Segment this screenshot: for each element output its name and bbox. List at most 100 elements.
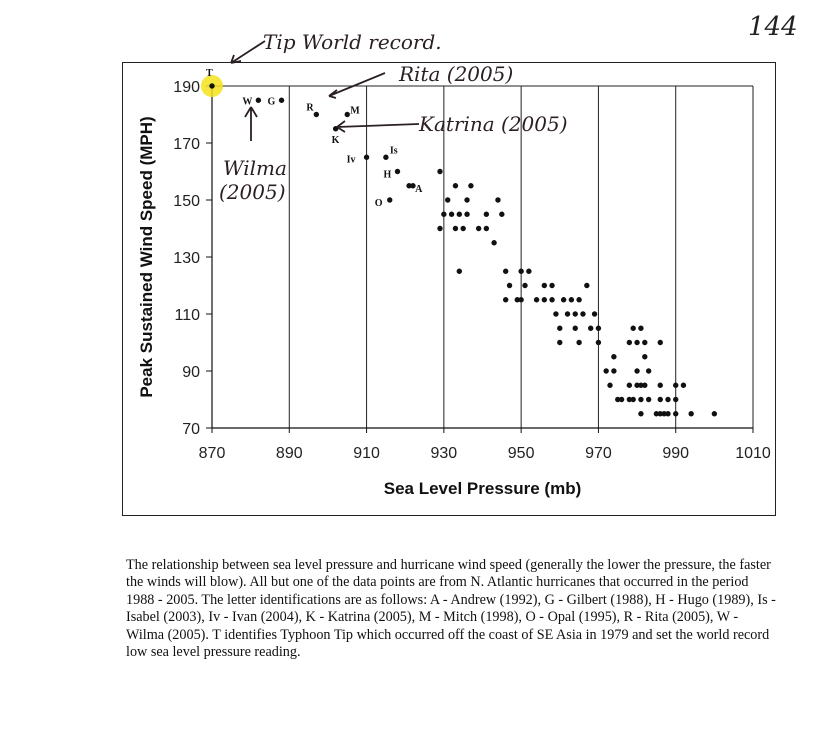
data-point: [626, 382, 633, 388]
data-point: [657, 382, 663, 388]
grid-lines: [212, 85, 754, 428]
data-point: [638, 396, 644, 403]
data-point: [526, 268, 532, 274]
data-point: [591, 311, 598, 317]
data-point: [383, 154, 389, 160]
data-point: [630, 325, 636, 331]
data-point: [588, 325, 594, 331]
data-point: [576, 339, 582, 346]
data-point: [657, 339, 663, 346]
data-point: [657, 411, 663, 417]
figure-caption: The relationship between sea level press…: [126, 557, 776, 661]
data-point: [483, 225, 490, 232]
data-point: [642, 339, 648, 346]
data-point: [572, 311, 578, 317]
data-point: [645, 368, 652, 374]
y-axis-title: Peak Sustained Wind Speed (MPH): [137, 116, 156, 397]
data-point: [452, 225, 459, 232]
data-point: [603, 368, 609, 374]
data-point: [638, 382, 644, 388]
data-point: [549, 282, 555, 289]
data-point: [595, 325, 602, 331]
point-label: O: [375, 198, 383, 209]
tick-labels: 70 90 110 130 150 170 190 870 890 910 930 950 970 990…: [173, 79, 771, 462]
data-point: [653, 411, 660, 417]
data-point: [502, 297, 509, 303]
data-point: [406, 183, 412, 189]
data-point: [549, 297, 555, 303]
data-point: [564, 311, 571, 317]
axes: [206, 85, 754, 433]
data-point: [518, 268, 524, 274]
point-label: Is: [390, 145, 398, 156]
tip-annotation: Tip World record.: [263, 30, 442, 54]
data-point: [711, 411, 718, 417]
data-point: [618, 396, 625, 403]
tip-arrow: [230, 40, 266, 64]
data-point: [584, 282, 590, 289]
data-point: [673, 382, 679, 388]
data-point: [673, 396, 679, 403]
wilma-arrow: [244, 106, 258, 141]
point-label: A: [415, 184, 423, 195]
point-label: Iv: [347, 154, 356, 165]
data-point: [688, 411, 694, 417]
x-tick-label: 930: [431, 445, 458, 462]
y-tick-label: 70: [182, 421, 200, 438]
data-point: [344, 111, 350, 118]
point-label: W: [242, 96, 252, 107]
data-point: [642, 382, 648, 388]
data-point: [680, 382, 687, 388]
point-label: H: [383, 170, 391, 181]
katrina-annotation: Katrina (2005): [418, 112, 568, 136]
page-number: 144: [748, 12, 798, 42]
data-point: [483, 211, 490, 217]
x-tick-label: 970: [585, 445, 612, 462]
data-point: [634, 368, 640, 374]
data-point: [495, 197, 501, 203]
data-point: [541, 282, 548, 289]
data-point: [456, 268, 463, 274]
data-point: [518, 297, 524, 303]
point-label: R: [306, 103, 314, 114]
data-point: [580, 311, 586, 317]
point-label: G: [268, 96, 276, 107]
data-point: [568, 297, 575, 303]
y-tick-label: 190: [173, 79, 200, 96]
data-point: [642, 354, 648, 360]
data-point: [437, 225, 443, 232]
handwritten-annotations: Tip World record. Rita (2005) Katrina (2…: [219, 30, 568, 204]
rita-annotation: Rita (2005): [398, 62, 513, 86]
scatter-chart: 70 90 110 130 150 170 190 870 890 910 930 950 970 990…: [137, 30, 771, 498]
data-point: [209, 83, 215, 89]
figure-frame: 70 90 110 130 150 170 190 870 890 910 930 950 970 990…: [122, 30, 776, 516]
data-point: [615, 396, 621, 403]
data-point: [363, 154, 370, 160]
point-label: T: [206, 68, 213, 79]
data-point: [665, 396, 671, 403]
data-point: [533, 297, 540, 303]
y-tick-label: 110: [174, 307, 200, 324]
data-point: [634, 382, 640, 388]
x-tick-label: 950: [508, 445, 535, 462]
data-points: [209, 83, 718, 417]
data-point: [557, 325, 563, 331]
katrina-arrow: [336, 120, 420, 133]
rita-arrow: [328, 72, 386, 99]
data-point: [630, 396, 636, 403]
data-point: [611, 368, 617, 374]
data-point: [607, 382, 613, 388]
data-point: [638, 325, 644, 331]
data-point: [560, 297, 567, 303]
x-tick-label: 1010: [735, 445, 771, 462]
data-point: [576, 297, 582, 303]
data-point: [456, 211, 463, 217]
data-point: [387, 197, 393, 203]
data-point: [278, 97, 285, 103]
data-point: [595, 339, 602, 346]
point-label: M: [350, 106, 360, 117]
data-point: [626, 339, 633, 346]
data-point: [464, 197, 470, 203]
data-point: [255, 97, 262, 103]
data-point: [437, 168, 443, 175]
